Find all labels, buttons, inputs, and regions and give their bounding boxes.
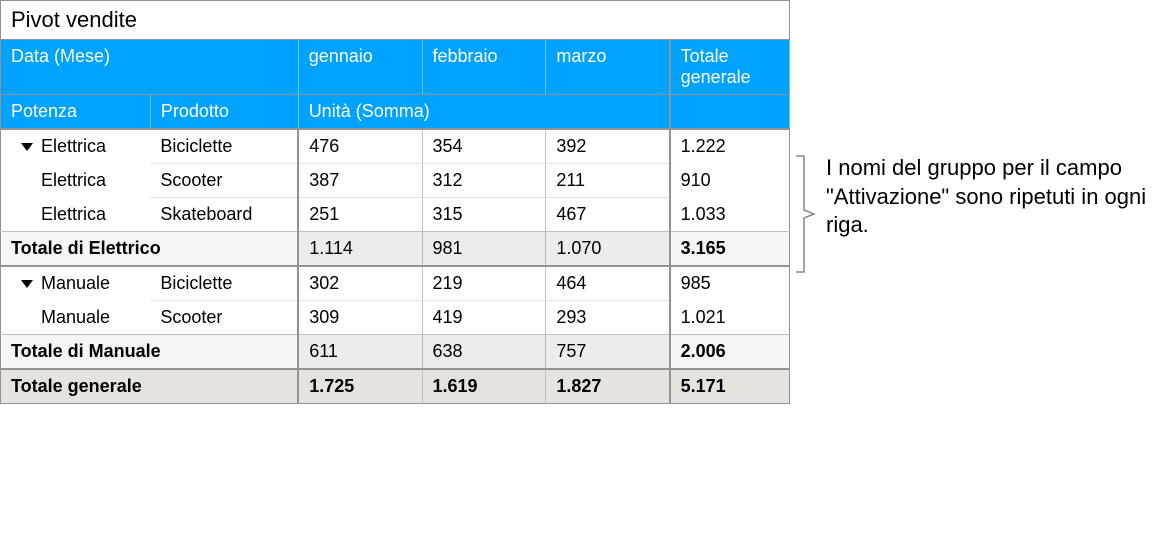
- header-empty: [670, 95, 790, 130]
- product-cell: Scooter: [150, 164, 298, 198]
- group-manuale-label: Manuale: [41, 273, 110, 294]
- data-cell: 293: [546, 301, 670, 335]
- row-total-cell: 1.222: [670, 129, 790, 164]
- product-cell: Skateboard: [150, 198, 298, 232]
- bracket-icon: [794, 154, 816, 274]
- data-cell: 392: [546, 129, 670, 164]
- annotation-text: I nomi del gruppo per il campo "Attivazi…: [826, 154, 1166, 240]
- data-cell: 219: [422, 266, 546, 301]
- group-elettrica-label-repeat: Elettrica: [41, 170, 106, 191]
- row-total-cell: 910: [670, 164, 790, 198]
- pivot-title: Pivot vendite: [1, 1, 790, 40]
- row-total-cell: 1.033: [670, 198, 790, 232]
- header-febbraio: febbraio: [422, 40, 546, 95]
- chevron-down-icon[interactable]: [21, 143, 33, 151]
- row-total-cell: 985: [670, 266, 790, 301]
- subtotal-cell: 981: [422, 232, 546, 267]
- grand-total-cell: 1.619: [422, 369, 546, 404]
- header-gennaio: gennaio: [298, 40, 422, 95]
- pivot-table: Pivot vendite Data (Mese) gennaio febbra…: [0, 0, 790, 404]
- subtotal-label: Totale di Elettrico: [1, 232, 299, 267]
- product-cell: Biciclette: [150, 129, 298, 164]
- annotation-callout: I nomi del gruppo per il campo "Attivazi…: [794, 154, 1166, 274]
- data-cell: 419: [422, 301, 546, 335]
- header-prodotto: Prodotto: [150, 95, 298, 130]
- data-cell: 251: [298, 198, 422, 232]
- group-label: Manuale: [1, 301, 151, 335]
- header-potenza: Potenza: [1, 95, 151, 130]
- data-cell: 309: [298, 301, 422, 335]
- group-label: Elettrica: [1, 164, 151, 198]
- grand-total-cell: 1.725: [298, 369, 422, 404]
- chevron-down-icon[interactable]: [21, 280, 33, 288]
- group-elettrica-label-repeat: Elettrica: [41, 204, 106, 225]
- group-elettrica-label: Elettrica: [41, 136, 106, 157]
- subtotal-total-cell: 2.006: [670, 335, 790, 370]
- product-cell: Scooter: [150, 301, 298, 335]
- row-total-cell: 1.021: [670, 301, 790, 335]
- subtotal-total-cell: 3.165: [670, 232, 790, 267]
- grand-total-cell: 1.827: [546, 369, 670, 404]
- subtotal-cell: 1.070: [546, 232, 670, 267]
- data-cell: 476: [298, 129, 422, 164]
- product-cell: Biciclette: [150, 266, 298, 301]
- subtotal-label: Totale di Manuale: [1, 335, 299, 370]
- subtotal-cell: 638: [422, 335, 546, 370]
- data-cell: 387: [298, 164, 422, 198]
- grand-total-total-cell: 5.171: [670, 369, 790, 404]
- group-label[interactable]: Elettrica: [1, 129, 151, 164]
- data-cell: 354: [422, 129, 546, 164]
- header-data-mese: Data (Mese): [1, 40, 299, 95]
- data-cell: 302: [298, 266, 422, 301]
- header-marzo: marzo: [546, 40, 670, 95]
- page-container: Pivot vendite Data (Mese) gennaio febbra…: [0, 0, 1168, 404]
- grand-total-label: Totale generale: [1, 369, 299, 404]
- group-label: Elettrica: [1, 198, 151, 232]
- data-cell: 467: [546, 198, 670, 232]
- data-cell: 464: [546, 266, 670, 301]
- header-totale-generale: Totale generale: [670, 40, 790, 95]
- group-manuale-label-repeat: Manuale: [41, 307, 110, 328]
- header-unita-somma: Unità (Somma): [298, 95, 669, 130]
- data-cell: 315: [422, 198, 546, 232]
- subtotal-cell: 611: [298, 335, 422, 370]
- data-cell: 312: [422, 164, 546, 198]
- subtotal-cell: 757: [546, 335, 670, 370]
- subtotal-cell: 1.114: [298, 232, 422, 267]
- group-label[interactable]: Manuale: [1, 266, 151, 301]
- data-cell: 211: [546, 164, 670, 198]
